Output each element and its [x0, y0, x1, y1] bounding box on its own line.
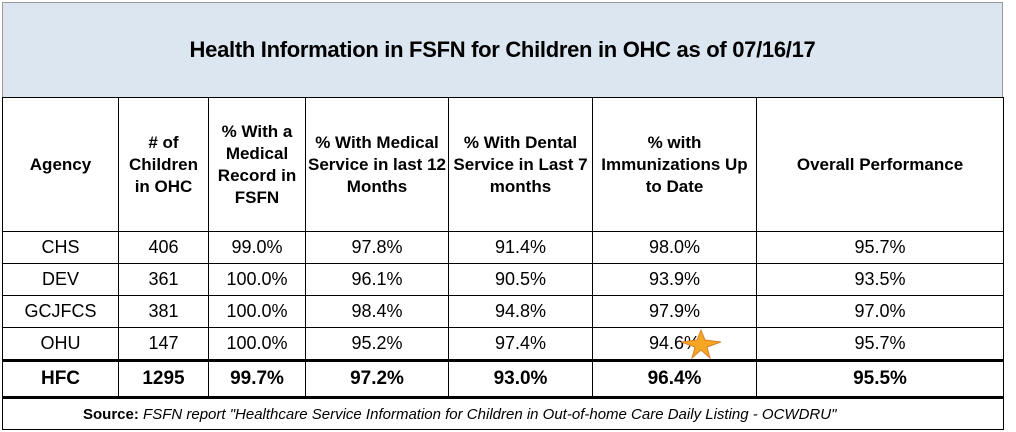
total-cell: 97.2% — [305, 359, 449, 399]
total-cell: 99.7% — [208, 359, 306, 399]
data-row: OHU 147 100.0% 95.2% 97.4% 94.6% 95.7% — [2, 327, 1004, 361]
cell: 97.8% — [305, 231, 449, 264]
header-cell: % With Medical Service in last 12 Months — [305, 97, 449, 232]
cell: 100.0% — [208, 263, 306, 296]
cell: 98.0% — [592, 231, 757, 264]
header-cell: % with Immunizations Up to Date — [592, 97, 757, 232]
cell: 97.0% — [756, 295, 1004, 328]
source-cell: Source: FSFN report "Healthcare Service … — [2, 397, 1004, 430]
total-cell: 1295 — [118, 359, 209, 399]
cell: 95.7% — [756, 327, 1004, 361]
cell: 381 — [118, 295, 209, 328]
cell: 96.1% — [305, 263, 449, 296]
cell: DEV — [2, 263, 119, 296]
total-cell: 93.0% — [448, 359, 593, 399]
cell: 147 — [118, 327, 209, 361]
cell: 98.4% — [305, 295, 449, 328]
cell: GCJFCS — [2, 295, 119, 328]
cell: 93.5% — [756, 263, 1004, 296]
cell: 95.2% — [305, 327, 449, 361]
total-row: HFC 1295 99.7% 97.2% 93.0% 96.4% 95.5% — [2, 359, 1004, 399]
cell: 95.7% — [756, 231, 1004, 264]
cell: CHS — [2, 231, 119, 264]
source-row: Source: FSFN report "Healthcare Service … — [2, 397, 1004, 430]
cell: 99.0% — [208, 231, 306, 264]
cell: 90.5% — [448, 263, 593, 296]
cell: 97.9% — [592, 295, 757, 328]
cell: 93.9% — [592, 263, 757, 296]
star-icon — [680, 329, 722, 359]
table-body: Agency # of Children in OHC% With a Medic… — [2, 97, 1004, 430]
total-cell: 96.4% — [592, 359, 757, 399]
header-cell: Overall Performance — [756, 97, 1004, 232]
source-label: Source: — [83, 405, 139, 423]
total-cell: 95.5% — [756, 359, 1004, 399]
total-cell: HFC — [2, 359, 119, 399]
header-cell: % With Dental Service in Last 7 months — [448, 97, 593, 232]
header-cell: # of Children in OHC — [118, 97, 209, 232]
health-table: Agency # of Children in OHC% With a Medic… — [2, 97, 1004, 430]
data-row: DEV 361 100.0% 96.1% 90.5% 93.9% 93.5% — [2, 263, 1004, 296]
cell: 97.4% — [448, 327, 593, 361]
cell: 91.4% — [448, 231, 593, 264]
cell: OHU — [2, 327, 119, 361]
header-cell: % With a Medical Record in FSFN — [208, 97, 306, 232]
cell: 94.6% — [592, 327, 757, 361]
cell: 406 — [118, 231, 209, 264]
title: Health Information in FSFN for Children … — [2, 2, 1003, 97]
header-cell: Agency — [2, 97, 119, 232]
source-text: FSFN report "Healthcare Service Informat… — [143, 405, 837, 423]
header-row: Agency # of Children in OHC% With a Medic… — [2, 97, 1004, 232]
cell: 100.0% — [208, 327, 306, 361]
cell: 94.8% — [448, 295, 593, 328]
data-row: GCJFCS 381 100.0% 98.4% 94.8% 97.9% 97.0% — [2, 295, 1004, 328]
cell: 100.0% — [208, 295, 306, 328]
data-row: CHS 406 99.0% 97.8% 91.4% 98.0% 95.7% — [2, 231, 1004, 264]
cell: 361 — [118, 263, 209, 296]
